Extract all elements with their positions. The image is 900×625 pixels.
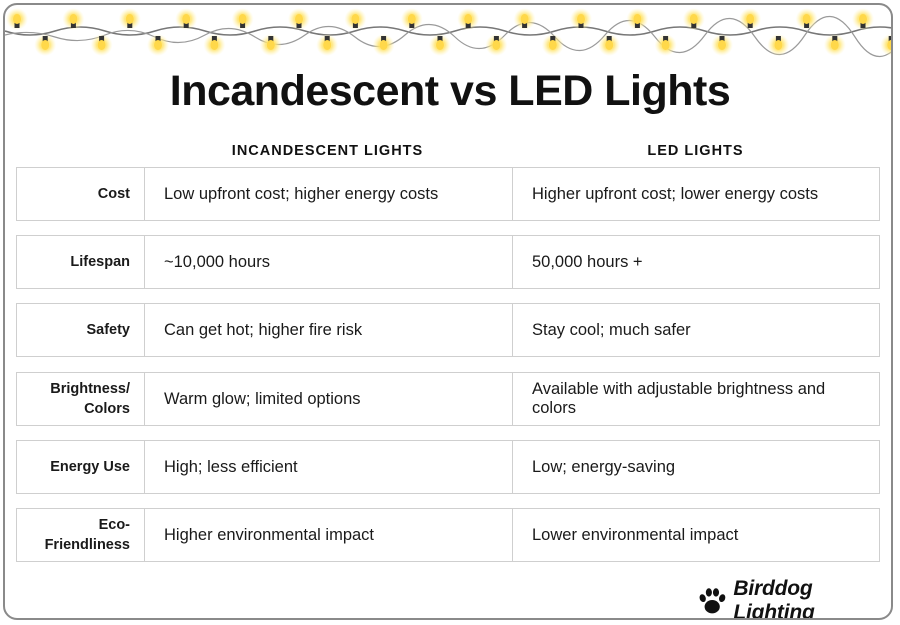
column-header-led: LED LIGHTS xyxy=(647,143,744,159)
brand-name: Birddog Lighting xyxy=(733,577,815,620)
incandescent-cell: Low upfront cost; higher energy costs xyxy=(145,168,513,220)
row-label: Eco- Friendliness xyxy=(17,509,145,561)
led-cell: Stay cool; much safer xyxy=(532,320,691,339)
table-row: Lifespan ~10,000 hours 50,000 hours + xyxy=(16,235,880,289)
incandescent-cell: Higher environmental impact xyxy=(145,509,513,561)
led-cell: Lower environmental impact xyxy=(532,525,739,544)
table-row: Cost Low upfront cost; higher energy cos… xyxy=(16,167,880,221)
column-header-incandescent: INCANDESCENT LIGHTS xyxy=(231,143,424,159)
row-label: Lifespan xyxy=(17,236,145,288)
table-row: Eco- Friendliness Higher environmental i… xyxy=(16,508,880,562)
row-label: Energy Use xyxy=(17,441,145,493)
table-row: Brightness/ Colors Warm glow; limited op… xyxy=(16,372,880,426)
incandescent-cell: Can get hot; higher fire risk xyxy=(145,304,513,356)
led-cell: Higher upfront cost; lower energy costs xyxy=(532,184,819,203)
row-label: Cost xyxy=(17,168,145,220)
incandescent-cell: ~10,000 hours xyxy=(145,236,513,288)
row-label: Safety xyxy=(17,304,145,356)
led-cell: Available with adjustable brightness and… xyxy=(532,380,826,417)
led-cell: 50,000 hours + xyxy=(532,252,643,271)
brand-logo: Birddog Lighting xyxy=(697,577,891,618)
page-title: Incandescent vs LED Lights xyxy=(169,67,731,115)
incandescent-cell: Warm glow; limited options xyxy=(145,373,513,425)
row-label: Brightness/ Colors xyxy=(17,373,145,425)
incandescent-cell: High; less efficient xyxy=(145,441,513,493)
table-row: Energy Use High; less efficient Low; ene… xyxy=(16,440,880,494)
table-row: Safety Can get hot; higher fire risk Sta… xyxy=(16,303,880,357)
led-cell: Low; energy-saving xyxy=(532,457,676,476)
infographic-frame: Incandescent vs LED Lights INCANDESCENT … xyxy=(3,3,893,620)
string-lights-icon xyxy=(5,8,891,57)
paw-print-icon xyxy=(699,588,726,614)
